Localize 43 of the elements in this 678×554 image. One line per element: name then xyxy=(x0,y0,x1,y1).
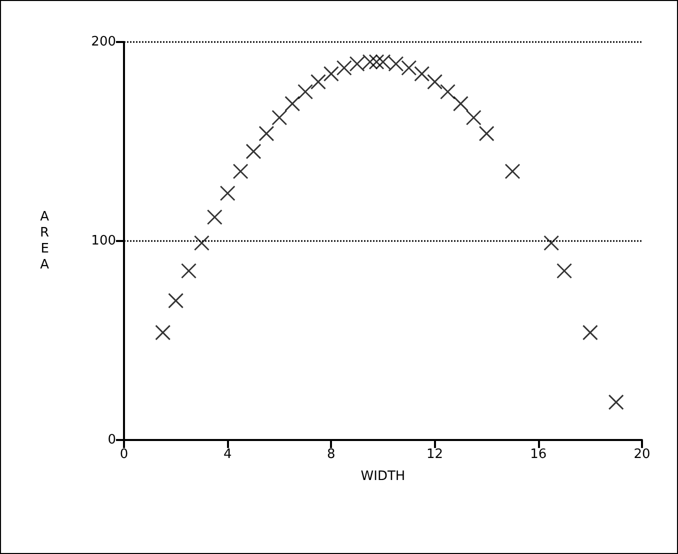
point xyxy=(349,56,365,72)
point xyxy=(310,74,326,90)
point xyxy=(544,235,560,251)
point xyxy=(220,185,236,201)
point xyxy=(258,126,274,142)
point xyxy=(232,164,248,180)
point xyxy=(323,66,339,82)
point xyxy=(556,263,572,279)
point xyxy=(206,209,222,225)
point xyxy=(608,394,624,410)
point xyxy=(466,110,482,126)
y-tick-label: 0 xyxy=(108,432,116,448)
point xyxy=(298,84,314,100)
point xyxy=(194,235,210,251)
point xyxy=(504,164,520,180)
point xyxy=(388,56,404,72)
point xyxy=(362,54,378,70)
point xyxy=(582,324,598,340)
point xyxy=(181,263,196,279)
y-axis-title: AREA xyxy=(40,210,50,272)
x-tick-label: 0 xyxy=(120,447,128,462)
x-tick-label: 8 xyxy=(327,447,336,462)
point xyxy=(272,110,288,126)
x-tick-label: 12 xyxy=(426,447,444,462)
point xyxy=(452,96,468,112)
point xyxy=(478,126,494,142)
point xyxy=(168,292,184,308)
x-tick-label: 4 xyxy=(223,447,232,462)
point xyxy=(155,324,171,340)
point xyxy=(368,54,384,70)
point xyxy=(401,60,417,76)
y-tick-label: 200 xyxy=(91,34,116,50)
y-tick-label: 100 xyxy=(91,234,116,248)
point xyxy=(375,54,391,70)
point xyxy=(336,60,352,76)
point xyxy=(414,66,430,82)
point xyxy=(440,84,456,100)
x-tick-label: 20 xyxy=(634,447,650,462)
x-axis-title: WIDTH xyxy=(360,469,406,484)
point xyxy=(246,144,262,160)
x-tick-label: 16 xyxy=(530,447,547,462)
point xyxy=(427,74,443,90)
point xyxy=(284,96,300,112)
